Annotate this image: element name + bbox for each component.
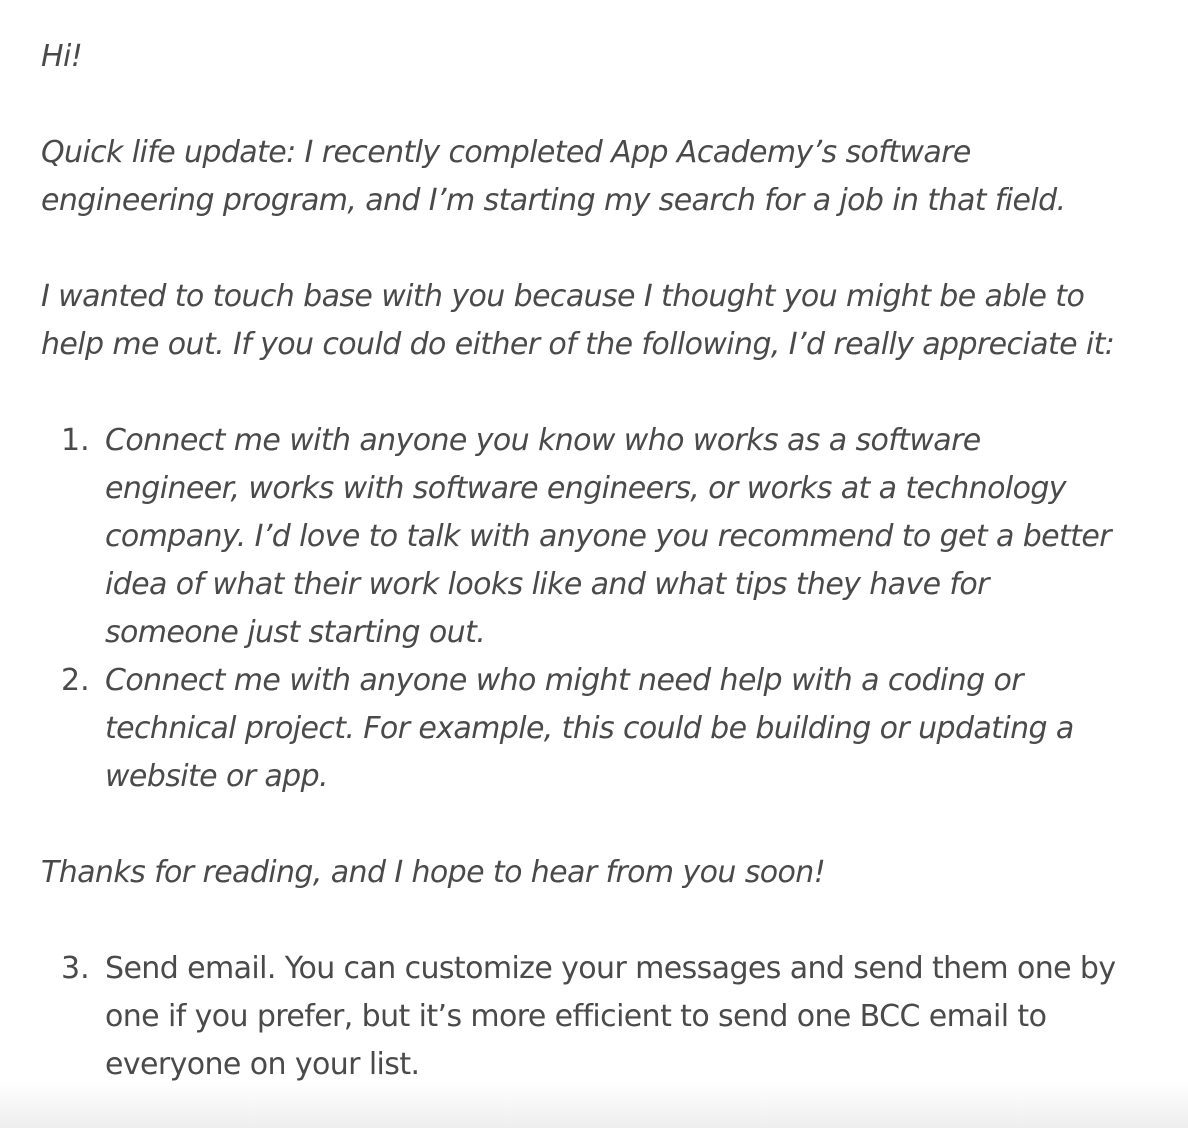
email-template: Hi! Quick life update: I recently comple… xyxy=(41,33,1121,897)
list-item-number: 2. xyxy=(61,663,90,698)
step-item: 3. Send email. You can customize your me… xyxy=(41,945,1121,1089)
life-update-paragraph: Quick life update: I recently completed … xyxy=(41,135,1066,218)
list-item: 2. Connect me with anyone who might need… xyxy=(41,657,1121,801)
list-item-text: Connect me with anyone who might need he… xyxy=(105,663,1074,794)
list-item: 1. Connect me with anyone you know who w… xyxy=(41,417,1121,657)
request-list: 1. Connect me with anyone you know who w… xyxy=(41,417,1121,801)
steps-list: 3. Send email. You can customize your me… xyxy=(41,945,1121,1089)
greeting-text: Hi! xyxy=(41,39,83,74)
step-number: 3. xyxy=(61,951,90,986)
list-item-text: Connect me with anyone you know who work… xyxy=(105,423,1112,650)
closing-paragraph: Thanks for reading, and I hope to hear f… xyxy=(41,855,826,890)
article-body: Hi! Quick life update: I recently comple… xyxy=(41,33,1121,1089)
step-text: Send email. You can customize your messa… xyxy=(105,951,1116,1082)
list-item-number: 1. xyxy=(61,423,90,458)
request-intro-paragraph: I wanted to touch base with you because … xyxy=(41,279,1115,362)
